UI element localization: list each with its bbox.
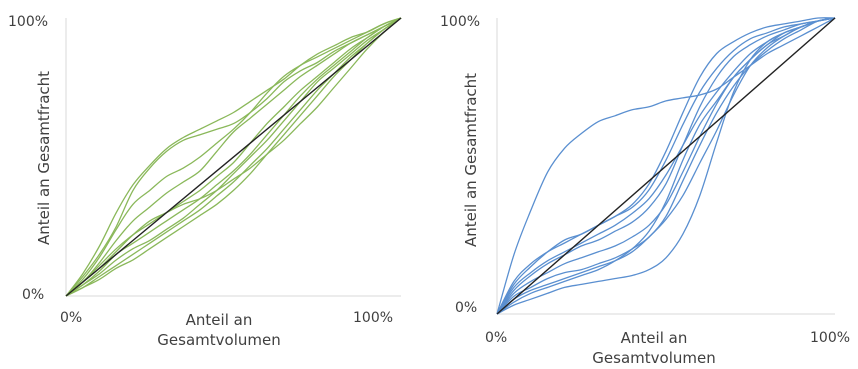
right-y-tick-bottom: 0% bbox=[455, 300, 477, 316]
left-y-tick-top: 100% bbox=[8, 14, 48, 30]
right-series-10-line bbox=[496, 17, 836, 315]
right-series-8-line bbox=[496, 17, 836, 315]
left-x-axis-label-line2: Gesamtvolumen bbox=[157, 331, 280, 349]
right-y-tick-top: 100% bbox=[440, 14, 480, 30]
right-series-2-line bbox=[496, 17, 836, 315]
left-series-3-line bbox=[65, 17, 402, 297]
left-reference-diagonal bbox=[65, 17, 402, 297]
chart-left: 100% 0% 0% 100% Anteil an Gesamtvolumen … bbox=[8, 14, 402, 349]
left-y-tick-bottom: 0% bbox=[22, 287, 44, 303]
right-series-7-line bbox=[496, 17, 836, 315]
right-series-3-line bbox=[496, 17, 836, 315]
right-curves bbox=[496, 17, 836, 315]
left-x-axis-label-line1: Anteil an bbox=[186, 311, 253, 329]
left-x-tick-left: 0% bbox=[60, 310, 82, 326]
right-x-axis-label-line2: Gesamtvolumen bbox=[592, 349, 715, 367]
right-series-9-line bbox=[496, 17, 836, 315]
left-series-4-line bbox=[65, 17, 402, 297]
left-series-2-line bbox=[65, 17, 402, 297]
left-y-axis-label: Anteil an Gesamtfracht bbox=[35, 71, 53, 245]
right-x-tick-left: 0% bbox=[485, 330, 507, 346]
chart-right: 100% 0% 0% 100% Anteil an Gesamtvolumen … bbox=[440, 14, 850, 367]
right-reference-diagonal bbox=[496, 17, 836, 315]
left-series-5-line bbox=[65, 17, 402, 297]
left-series-8-line bbox=[65, 17, 402, 297]
right-x-tick-right: 100% bbox=[810, 330, 850, 346]
left-series-7-line bbox=[65, 17, 402, 297]
left-x-tick-right: 100% bbox=[353, 310, 393, 326]
right-series-1-line bbox=[496, 17, 836, 315]
right-series-4-line bbox=[496, 17, 836, 315]
left-series-10-line bbox=[65, 17, 402, 297]
right-y-axis-label: Anteil an Gesamtfracht bbox=[462, 73, 480, 247]
right-x-axis-label-line1: Anteil an bbox=[621, 329, 688, 347]
left-curves bbox=[65, 17, 402, 297]
